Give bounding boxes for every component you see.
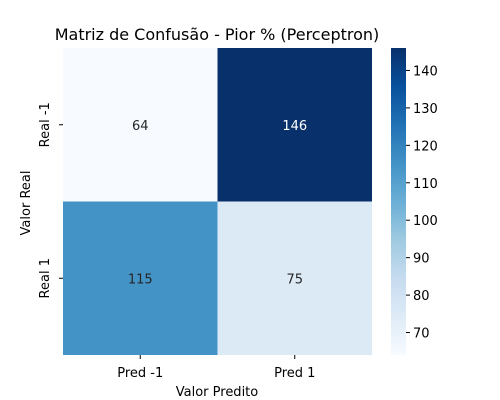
colorbar-tick-label: 130: [413, 102, 438, 117]
colorbar-ticks: 70 80 90 100 110 120 130 140: [406, 64, 438, 342]
y-tick-label: Real -1: [38, 102, 53, 147]
colorbar-tick-label: 110: [413, 177, 438, 192]
y-tick-label: Real 1: [38, 258, 53, 298]
colorbar-tick-label: 70: [413, 327, 430, 342]
colorbar-tick-label: 90: [413, 252, 430, 267]
heatmap-cell: [217, 201, 372, 355]
cell-value-label: 64: [132, 119, 149, 134]
x-tick-label: Pred 1: [274, 366, 315, 381]
colorbar: [391, 48, 406, 355]
cell-value-label: 75: [286, 272, 303, 287]
x-tick-label: Pred -1: [117, 366, 163, 381]
x-axis-label: Valor Predito: [176, 385, 259, 400]
colorbar-tick-label: 80: [413, 289, 430, 304]
colorbar-tick-label: 120: [413, 139, 438, 154]
y-axis-label: Valor Real: [19, 171, 34, 236]
chart-title: Matriz de Confusão - Pior % (Perceptron): [55, 25, 380, 44]
y-axis-ticks: Real -1 Real 1: [38, 102, 63, 298]
heatmap-cells: 64 146 115 75: [63, 48, 372, 355]
heatmap-cell: [63, 201, 218, 355]
heatmap-cell: [63, 48, 218, 202]
heatmap-cell: [217, 48, 372, 202]
x-axis-ticks: Pred -1 Pred 1: [117, 355, 315, 381]
cell-value-label: 115: [128, 272, 153, 287]
colorbar-tick-label: 140: [413, 64, 438, 79]
cell-value-label: 146: [282, 119, 307, 134]
colorbar-tick-label: 100: [413, 214, 438, 229]
